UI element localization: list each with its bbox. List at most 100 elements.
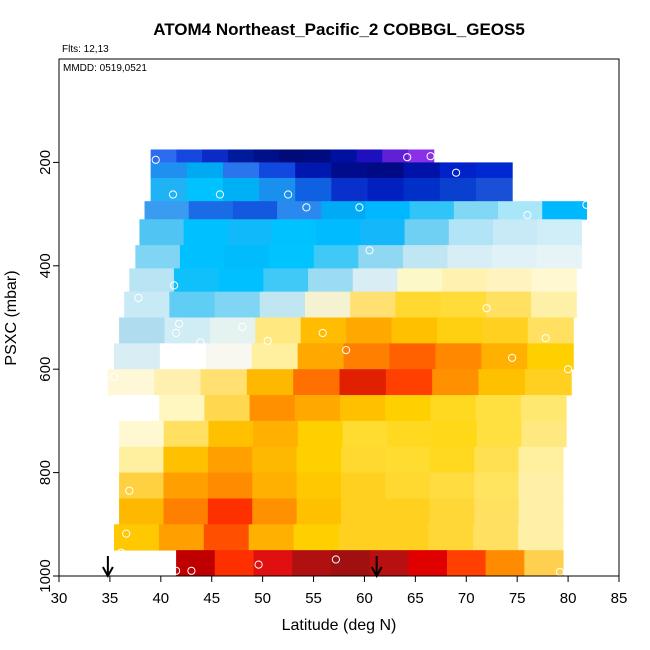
- heatmap-cell-11-7: [430, 395, 477, 422]
- heatmap-cell-14-2: [207, 472, 253, 499]
- heatmap-cell-15-6: [385, 498, 431, 525]
- heatmap-cell-5-5: [358, 245, 404, 269]
- flight-point-31: [254, 560, 263, 569]
- heatmap-cell-0-10: [407, 149, 435, 163]
- heatmap-cell-4-6: [404, 219, 450, 246]
- heatmap-cell-11-8: [475, 395, 522, 422]
- heatmap-cell-13-7: [429, 446, 475, 473]
- heatmap-cell-2-6: [367, 177, 405, 202]
- flight-point-10: [582, 200, 591, 209]
- heatmap-cell-15-3: [252, 498, 298, 525]
- heatmap-cell-4-1: [183, 219, 229, 246]
- flight-point-20: [196, 338, 205, 347]
- heatmap-cell-1-8: [439, 162, 477, 179]
- heatmap-cell-12-4: [297, 420, 344, 448]
- heatmap-cell-15-4: [296, 498, 342, 525]
- heatmap-cell-0-9: [382, 149, 409, 163]
- flight-point-3: [452, 168, 461, 177]
- dates-label: MMDD: 0519,0521: [63, 63, 147, 74]
- heatmap-cell-0-5: [279, 149, 306, 163]
- heatmap-cell-9-9: [527, 343, 574, 370]
- heatmap-cell-15-2: [207, 498, 253, 525]
- heatmap-cell-13-8: [474, 446, 520, 473]
- heatmap-cell-14-9: [518, 472, 564, 499]
- flight-points-layer: [109, 152, 591, 577]
- heatmap-cell-3-5: [365, 201, 411, 220]
- heatmap-cell-9-8: [481, 343, 528, 370]
- heatmap-cell-17-9: [524, 550, 564, 577]
- heatmap-cell-2-8: [439, 177, 477, 202]
- heatmap-cell-5-9: [536, 245, 582, 269]
- heatmap-cell-1-2: [222, 162, 260, 179]
- heatmap-cell-14-0: [119, 472, 165, 499]
- heatmap-cell-15-0: [119, 498, 165, 525]
- heatmap-cell-3-2: [232, 201, 278, 220]
- heatmap-cell-1-4: [295, 162, 332, 179]
- flight-point-22: [342, 346, 351, 355]
- heatmap-cell-11-9: [520, 395, 567, 422]
- flight-point-32: [331, 555, 340, 564]
- heatmap-cell-9-7: [435, 343, 482, 370]
- x-tick-label-0: 30: [51, 590, 68, 607]
- heatmap-cell-5-2: [224, 245, 270, 269]
- heatmap-cell-6-1: [173, 268, 220, 293]
- flight-point-29: [172, 566, 181, 575]
- y-axis-label: PSXC (mbar): [3, 270, 20, 365]
- heatmap-cell-12-3: [253, 420, 299, 448]
- heatmap-cell-3-3: [277, 201, 322, 220]
- flight-point-14: [482, 304, 491, 313]
- heatmap-cell-13-3: [252, 446, 298, 473]
- heatmap-cell-10-2: [200, 369, 248, 396]
- heatmap-cell-9-6: [389, 343, 437, 370]
- x-axis-label: Latitude (deg N): [282, 617, 397, 634]
- heatmap-cell-0-0: [150, 149, 177, 163]
- heatmap-cell-8-7: [436, 317, 483, 344]
- y-tick-label-0: 200: [37, 150, 54, 175]
- heatmap-cell-3-9: [542, 201, 588, 220]
- heatmap-cell-4-5: [360, 219, 406, 246]
- heatmap-cell-16-4: [293, 524, 340, 551]
- heatmap-cell-14-5: [341, 472, 387, 499]
- heatmap-cell-12-9: [521, 420, 567, 448]
- heatmap-cell-2-2: [222, 177, 260, 202]
- heatmap-cell-12-0: [119, 420, 165, 448]
- x-tick-label-6: 60: [356, 590, 373, 607]
- heatmap-cell-13-6: [385, 446, 431, 473]
- flight-point-23: [507, 353, 517, 362]
- heatmap-cell-5-1: [179, 245, 226, 269]
- heatmap-cell-7-2: [214, 291, 261, 318]
- heatmap-cell-1-3: [259, 162, 296, 179]
- heatmap-cell-7-0: [124, 291, 170, 318]
- heatmap-cell-11-0: [113, 395, 160, 422]
- heatmap-cell-17-6: [408, 550, 448, 577]
- heatmap-cell-10-1: [154, 369, 202, 396]
- chart-title: ATOM4 Northeast_Pacific_2 COBBGL_GEOS5: [153, 20, 525, 39]
- heatmap-cell-17-7: [446, 550, 487, 577]
- heatmap-cell-6-6: [397, 268, 443, 293]
- heatmap-cell-13-1: [163, 446, 209, 473]
- heatmap-cell-5-7: [447, 245, 493, 269]
- heatmap-cell-11-4: [294, 395, 341, 422]
- heatmap-layer: [107, 149, 588, 577]
- heatmap-cell-2-4: [295, 177, 332, 202]
- x-tick-label-5: 55: [305, 590, 322, 607]
- heatmap-cell-7-7: [440, 291, 487, 318]
- heatmap-cell-7-4: [304, 291, 351, 318]
- heatmap-cell-0-7: [330, 149, 358, 163]
- flight-point-24: [564, 365, 573, 374]
- y-axis: 200 400 600 800 1000: [37, 150, 60, 593]
- heatmap-cell-1-0: [150, 162, 188, 179]
- x-tick-label-7: 65: [407, 590, 424, 607]
- heatmap-cell-10-7: [432, 369, 480, 396]
- heatmap-cell-0-3: [227, 149, 255, 163]
- flight-point-17: [172, 328, 181, 338]
- heatmap-cell-13-5: [341, 446, 387, 473]
- heatmap-cell-10-6: [385, 369, 433, 396]
- heatmap-cell-10-9: [524, 369, 572, 396]
- heatmap-cell-1-7: [403, 162, 441, 179]
- flight-point-27: [122, 529, 131, 538]
- heatmap-cell-8-3: [255, 317, 302, 344]
- y-tick-label-1: 400: [37, 253, 54, 278]
- flight-point-5: [215, 190, 224, 199]
- flight-point-15: [175, 319, 184, 328]
